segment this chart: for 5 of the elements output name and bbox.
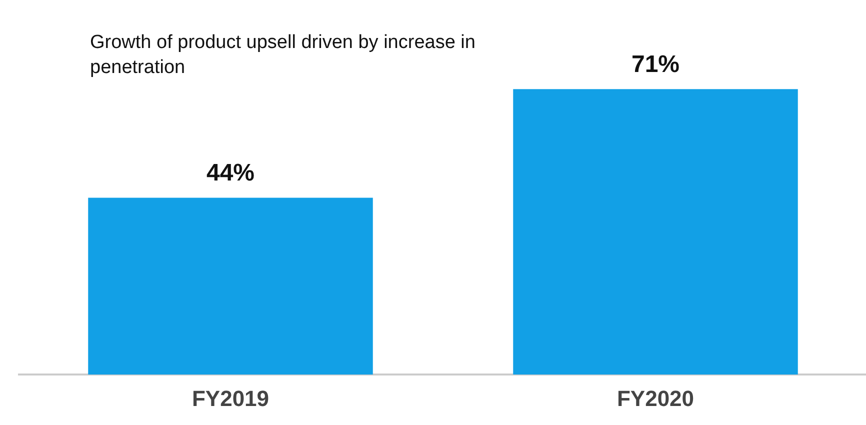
text: Growth of product upsell driven by increase in penetration xyxy=(90,31,476,80)
x-tick-label: FY2019 xyxy=(192,386,270,411)
x-tick-label: FY2020 xyxy=(616,386,694,411)
data-label: 71% xyxy=(631,50,680,78)
data-label: 44% xyxy=(206,159,255,186)
